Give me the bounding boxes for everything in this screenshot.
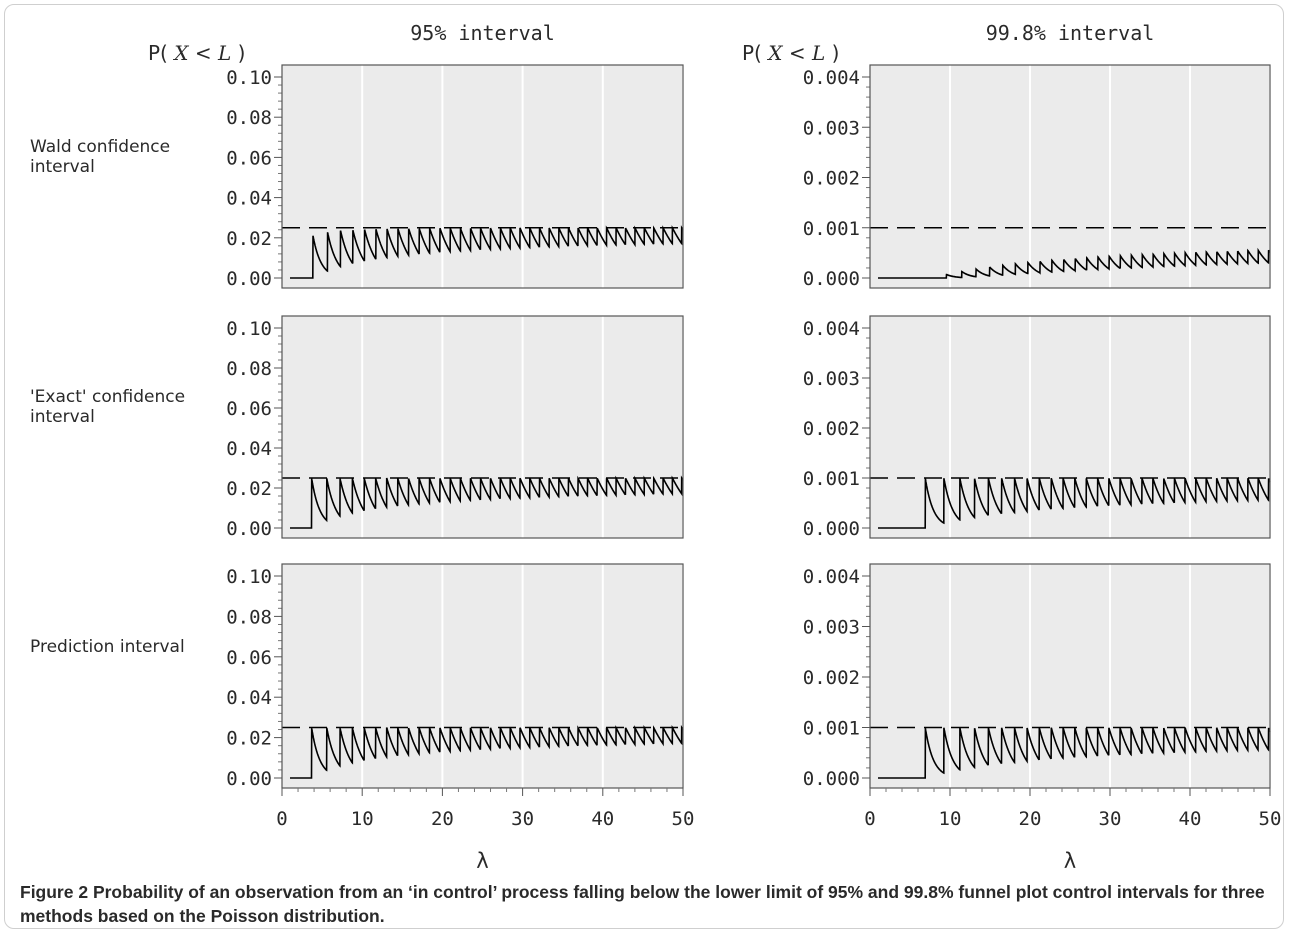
figure-frame [4, 4, 1284, 929]
y-tick-label: 0.04 [226, 438, 272, 460]
y-tick-label: 0.000 [803, 768, 860, 790]
series-line [878, 477, 1271, 529]
x-tick-label: 0 [276, 808, 287, 830]
panel-background [870, 316, 1270, 538]
series-line [290, 724, 684, 779]
panel-exact-95: 0.00 0.02 0.04 0.06 0.08 0.10 [226, 315, 684, 540]
y-label-lim: L [811, 41, 832, 65]
x-tick-label: 40 [1179, 808, 1202, 830]
y-label-var: X [172, 41, 195, 65]
y-tick-label: 0.002 [803, 168, 860, 190]
y-axis-label: P( X < L ) [148, 41, 245, 65]
panel-border [869, 315, 1271, 539]
y-tick-label: 0.04 [226, 687, 272, 709]
y-tick-label: 0.02 [226, 478, 272, 500]
row-label: interval [30, 407, 95, 427]
y-tick-label: 0.08 [226, 606, 272, 628]
y-tick-label: 0.003 [803, 617, 860, 639]
caption-label: Figure 2 [20, 882, 89, 902]
series-line [290, 225, 684, 279]
y-tick-label: 0.02 [226, 228, 272, 250]
y-label-prefix: P( [148, 41, 174, 65]
y-tick-label: 0.003 [803, 368, 860, 390]
panel-background [870, 564, 1270, 788]
panel-wald-998: 0.000 0.001 0.002 0.003 0.004 [803, 64, 1271, 290]
panel-background [870, 65, 1270, 288]
x-tick-label: 20 [431, 808, 454, 830]
panel-background [282, 65, 683, 288]
panel-background [282, 564, 683, 788]
y-label-suffix: ) [832, 41, 840, 65]
y-label-lim: L [217, 41, 238, 65]
x-tick-label: 20 [1019, 808, 1042, 830]
y-tick-label: 0.10 [226, 67, 272, 89]
y-tick-label: 0.00 [226, 268, 272, 290]
y-tick-label: 0.003 [803, 117, 860, 139]
y-tick-label: 0.002 [803, 667, 860, 689]
y-tick-label: 0.06 [226, 647, 272, 669]
y-label-lt: < [195, 41, 218, 65]
x-tick-label: 10 [351, 808, 374, 830]
y-label-suffix: ) [238, 41, 246, 65]
panel-wald-95: 0.00 0.02 0.04 0.06 0.08 0.10 [226, 64, 684, 290]
y-tick-label: 0.000 [803, 518, 860, 540]
column-title: 95% interval [410, 21, 555, 45]
y-tick-label: 0.02 [226, 728, 272, 750]
panel-border [281, 64, 684, 289]
y-tick-label: 0.00 [226, 768, 272, 790]
figure-chart: 95% interval 99.8% interval Wald confiden… [30, 21, 1282, 873]
y-tick-label: 0.001 [803, 718, 860, 740]
panel-border [869, 563, 1271, 789]
x-tick-label: 50 [672, 808, 695, 830]
y-tick-label: 0.002 [803, 418, 860, 440]
x-tick-label: 0 [864, 808, 875, 830]
y-tick-label: 0.004 [803, 566, 860, 588]
y-tick-label: 0.04 [226, 188, 272, 210]
y-tick-label: 0.08 [226, 107, 272, 129]
y-tick-label: 0.00 [226, 518, 272, 540]
panel-border [281, 315, 684, 539]
column-title: 99.8% interval [986, 21, 1155, 45]
caption-text: Probability of an observation from an ‘i… [20, 882, 1265, 926]
y-label-prefix: P( [742, 41, 768, 65]
y-tick-label: 0.001 [803, 218, 860, 240]
y-tick-label: 0.08 [226, 358, 272, 380]
row-label: interval [30, 157, 95, 177]
x-tick-label: 40 [591, 808, 614, 830]
y-tick-label: 0.004 [803, 67, 860, 89]
x-tick-label: 30 [511, 808, 534, 830]
y-tick-label: 0.10 [226, 318, 272, 340]
x-axis-label: λ [1064, 849, 1076, 873]
panel-border [869, 64, 1271, 289]
y-tick-label: 0.10 [226, 566, 272, 588]
panel-pred-998: 0.000 0.001 0.002 0.003 0.004 [803, 563, 1271, 790]
y-tick-label: 0.004 [803, 318, 860, 340]
row-label: 'Exact' confidence [30, 387, 185, 407]
row-label: Wald confidence [30, 137, 170, 157]
y-label-lt: < [789, 41, 812, 65]
series-line [878, 727, 1271, 779]
y-axis-label: P( X < L ) [742, 41, 839, 65]
row-label: Prediction interval [30, 637, 185, 657]
panel-pred-95: 0.00 0.02 0.04 0.06 0.08 0.10 [226, 563, 684, 790]
y-label-var: X [766, 41, 789, 65]
y-tick-label: 0.000 [803, 268, 860, 290]
x-tick-label: 10 [939, 808, 962, 830]
series-line [878, 247, 1271, 279]
x-tick-label: 50 [1259, 808, 1282, 830]
panel-exact-998: 0.000 0.001 0.002 0.003 0.004 [803, 315, 1271, 540]
panel-background [282, 316, 683, 538]
figure-caption: Figure 2 Probability of an observation f… [20, 880, 1275, 928]
x-axis-label: λ [476, 849, 488, 873]
series-line [290, 475, 684, 529]
panel-border [281, 563, 684, 789]
x-tick-label: 30 [1099, 808, 1122, 830]
y-tick-label: 0.06 [226, 398, 272, 420]
y-tick-label: 0.06 [226, 147, 272, 169]
y-tick-label: 0.001 [803, 468, 860, 490]
